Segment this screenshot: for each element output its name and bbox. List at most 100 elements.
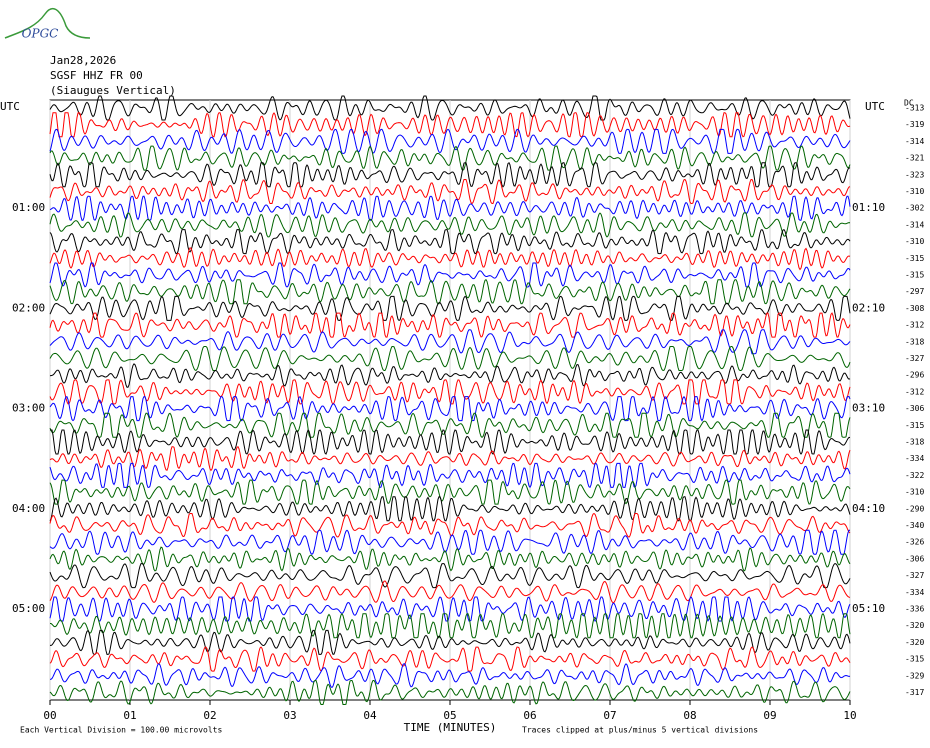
dc-offset-label: -306 [905, 404, 924, 413]
dc-offset-label: -327 [905, 571, 924, 580]
dc-offset-label: -318 [905, 337, 924, 346]
trace [49, 295, 851, 321]
dc-offset-label: -315 [905, 421, 924, 430]
right-axis-label: UTC [865, 100, 885, 113]
trace [49, 312, 851, 338]
trace [49, 279, 851, 305]
dc-offset-label: -319 [905, 120, 924, 129]
trace [49, 580, 851, 604]
x-tick-label: 06 [523, 709, 536, 722]
title-line: (Siaugues Vertical) [50, 84, 176, 97]
x-tick-label: 02 [203, 709, 216, 722]
left-time-label: 03:00 [12, 402, 45, 415]
x-tick-label: 09 [763, 709, 776, 722]
trace [50, 612, 851, 639]
x-tick-label: 03 [283, 709, 296, 722]
trace [49, 646, 851, 672]
dc-offset-label: -322 [905, 471, 924, 480]
dc-offset-label: -340 [905, 521, 924, 530]
dc-offset-label: -317 [905, 688, 924, 697]
right-time-label: 03:10 [852, 402, 885, 415]
title-line: SGSF HHZ FR 00 [50, 69, 143, 82]
dc-offset-label: -312 [905, 321, 924, 330]
dc-offset-label: -336 [905, 605, 924, 614]
dc-offset-label: -334 [905, 454, 924, 463]
dc-offset-label: -314 [905, 220, 924, 229]
trace [49, 379, 851, 405]
dc-offset-label: -326 [905, 538, 924, 547]
title-line: Jan28,2026 [50, 54, 116, 67]
trace [49, 596, 851, 622]
dc-offset-label: -314 [905, 137, 924, 146]
trace [49, 496, 851, 522]
logo-curve [4, 7, 91, 39]
dc-offset-label: -313 [905, 104, 924, 113]
dc-offset-label: -315 [905, 271, 924, 280]
trace [49, 479, 851, 505]
footnote-right: Traces clipped at plus/minus 5 vertical … [522, 726, 758, 735]
trace [49, 195, 851, 221]
x-tick-label: 01 [123, 709, 136, 722]
trace [49, 178, 851, 205]
x-tick-label: 10 [843, 709, 856, 722]
trace [49, 680, 851, 705]
left-axis-label: UTC [0, 100, 20, 113]
trace [49, 663, 851, 689]
dc-offset-label: -329 [905, 671, 924, 680]
trace [49, 262, 851, 288]
trace [49, 412, 851, 438]
right-time-label: 04:10 [852, 502, 885, 515]
x-tick-label: 08 [683, 709, 696, 722]
trace [49, 529, 850, 555]
dc-offset-label: -310 [905, 187, 924, 196]
trace [49, 128, 851, 154]
x-axis-label: TIME (MINUTES) [404, 721, 497, 734]
trace [49, 629, 851, 655]
trace [49, 346, 851, 372]
trace [50, 429, 851, 455]
left-time-label: 05:00 [12, 602, 45, 615]
dc-offset-label: -296 [905, 371, 924, 380]
left-time-label: 01:00 [12, 201, 45, 214]
x-tick-label: 05 [443, 709, 456, 722]
trace [49, 329, 851, 355]
trace [49, 228, 851, 255]
dc-offset-label: -327 [905, 354, 924, 363]
dc-offset-label: -334 [905, 588, 924, 597]
dc-offset-label: -321 [905, 154, 924, 163]
left-time-label: 02:00 [12, 301, 45, 314]
dc-offset-label: -318 [905, 438, 924, 447]
dc-offset-label: -320 [905, 621, 924, 630]
x-tick-label: 00 [43, 709, 56, 722]
right-time-label: 02:10 [852, 301, 885, 314]
dc-offset-label: -297 [905, 287, 924, 296]
dc-offset-label: -320 [905, 638, 924, 647]
right-time-label: 01:10 [852, 201, 885, 214]
trace [49, 95, 851, 121]
trace [49, 112, 851, 138]
trace [49, 546, 851, 572]
trace [49, 145, 851, 171]
footnote-left: Each Vertical Division = 100.00 microvol… [20, 726, 222, 735]
left-time-label: 04:00 [12, 502, 45, 515]
x-tick-label: 04 [363, 709, 377, 722]
dc-offset-label: -308 [905, 304, 924, 313]
trace [49, 512, 851, 538]
trace [49, 462, 851, 489]
dc-offset-label: -306 [905, 554, 924, 563]
dc-offset-label: -310 [905, 237, 924, 246]
dc-label: DC [904, 99, 914, 108]
trace [49, 247, 851, 271]
dc-offset-label: -315 [905, 254, 924, 263]
trace [49, 212, 851, 238]
dc-offset-label: -310 [905, 488, 924, 497]
right-time-label: 05:10 [852, 602, 885, 615]
dc-offset-label: -302 [905, 204, 924, 213]
dc-offset-label: -323 [905, 170, 924, 179]
trace [49, 563, 851, 589]
logo: OPGC [22, 27, 59, 41]
dc-offset-label: -315 [905, 655, 924, 664]
trace [49, 363, 851, 388]
